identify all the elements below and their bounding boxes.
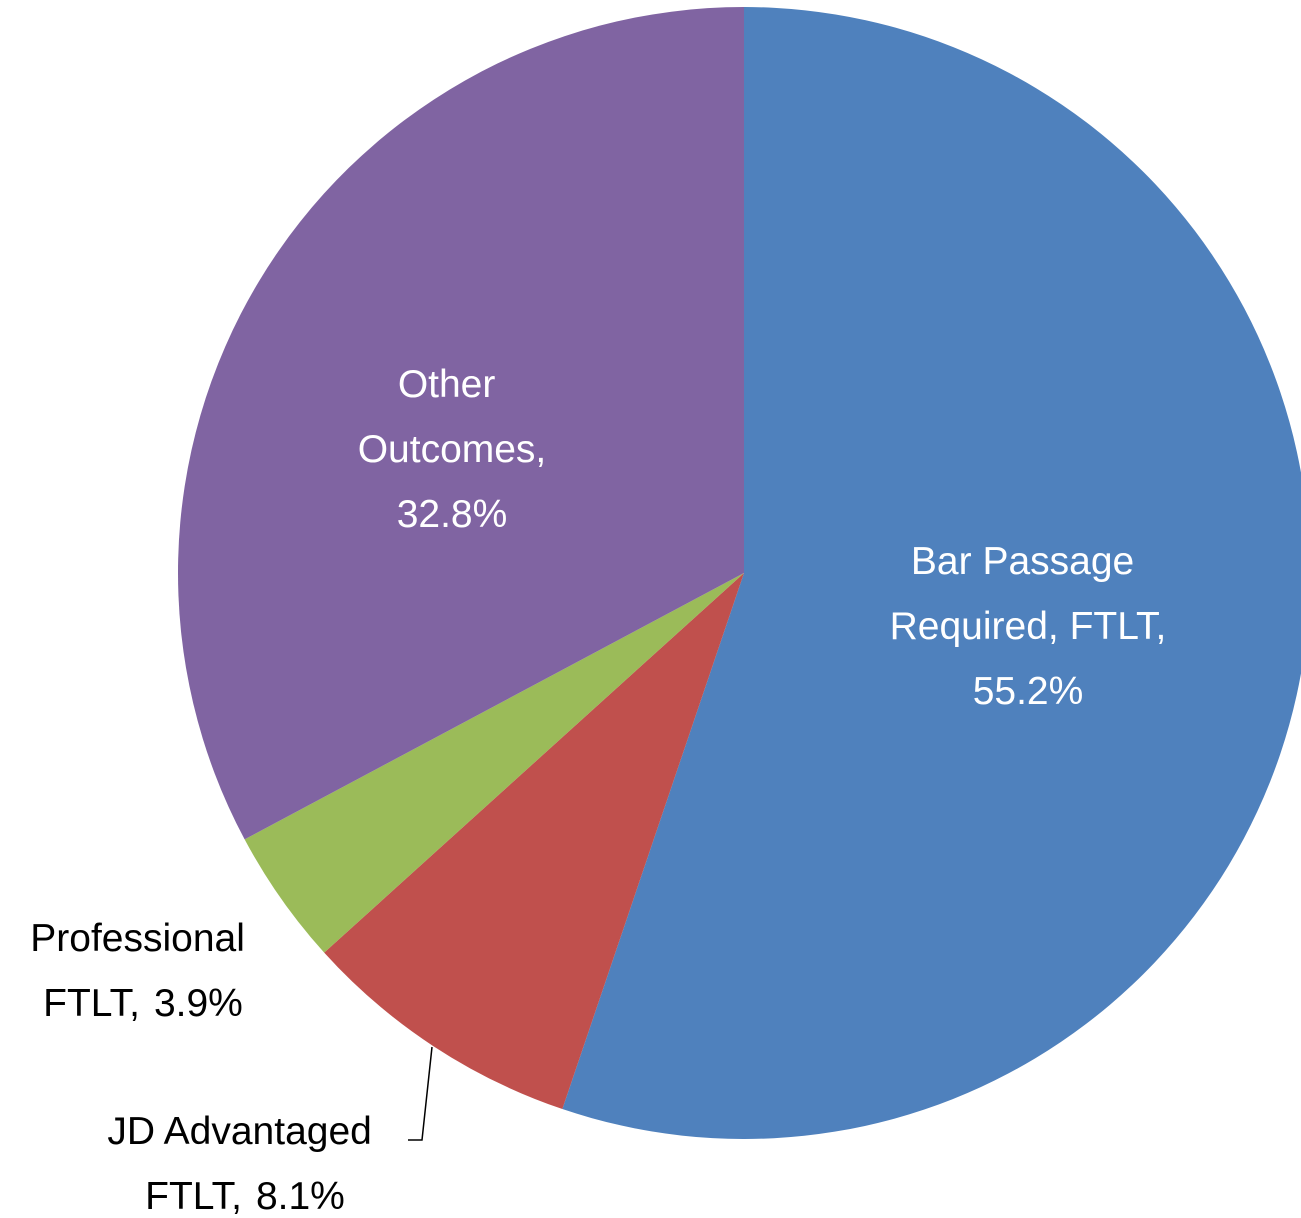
label-line: FTLT, <box>43 982 140 1025</box>
label-line: Other <box>398 363 506 406</box>
pie-slice <box>324 573 744 1110</box>
data-label: JD Advantaged FTLT, <box>107 1110 382 1218</box>
data-label: Other Outcomes, <box>358 363 547 471</box>
value-label: 3.9% <box>154 982 243 1025</box>
leader-line <box>408 1046 433 1141</box>
pie-slice <box>562 7 1301 1139</box>
data-label: Professional FTLT, <box>30 917 255 1025</box>
pie-slice <box>244 573 744 953</box>
label-line: Professional <box>30 917 255 960</box>
label-line: Outcomes, <box>358 428 547 471</box>
label-line: FTLT, <box>145 1175 242 1218</box>
value-label: 32.8% <box>397 493 508 536</box>
label-line: Bar Passage <box>911 540 1145 583</box>
label-line: Required, FTLT, <box>890 605 1167 648</box>
label-line: JD Advantaged <box>107 1110 382 1153</box>
value-label: 8.1% <box>256 1175 345 1218</box>
pie-slice <box>177 7 744 840</box>
value-label: 55.2% <box>973 670 1084 713</box>
data-label: Bar Passage Required, FTLT, <box>890 540 1167 648</box>
